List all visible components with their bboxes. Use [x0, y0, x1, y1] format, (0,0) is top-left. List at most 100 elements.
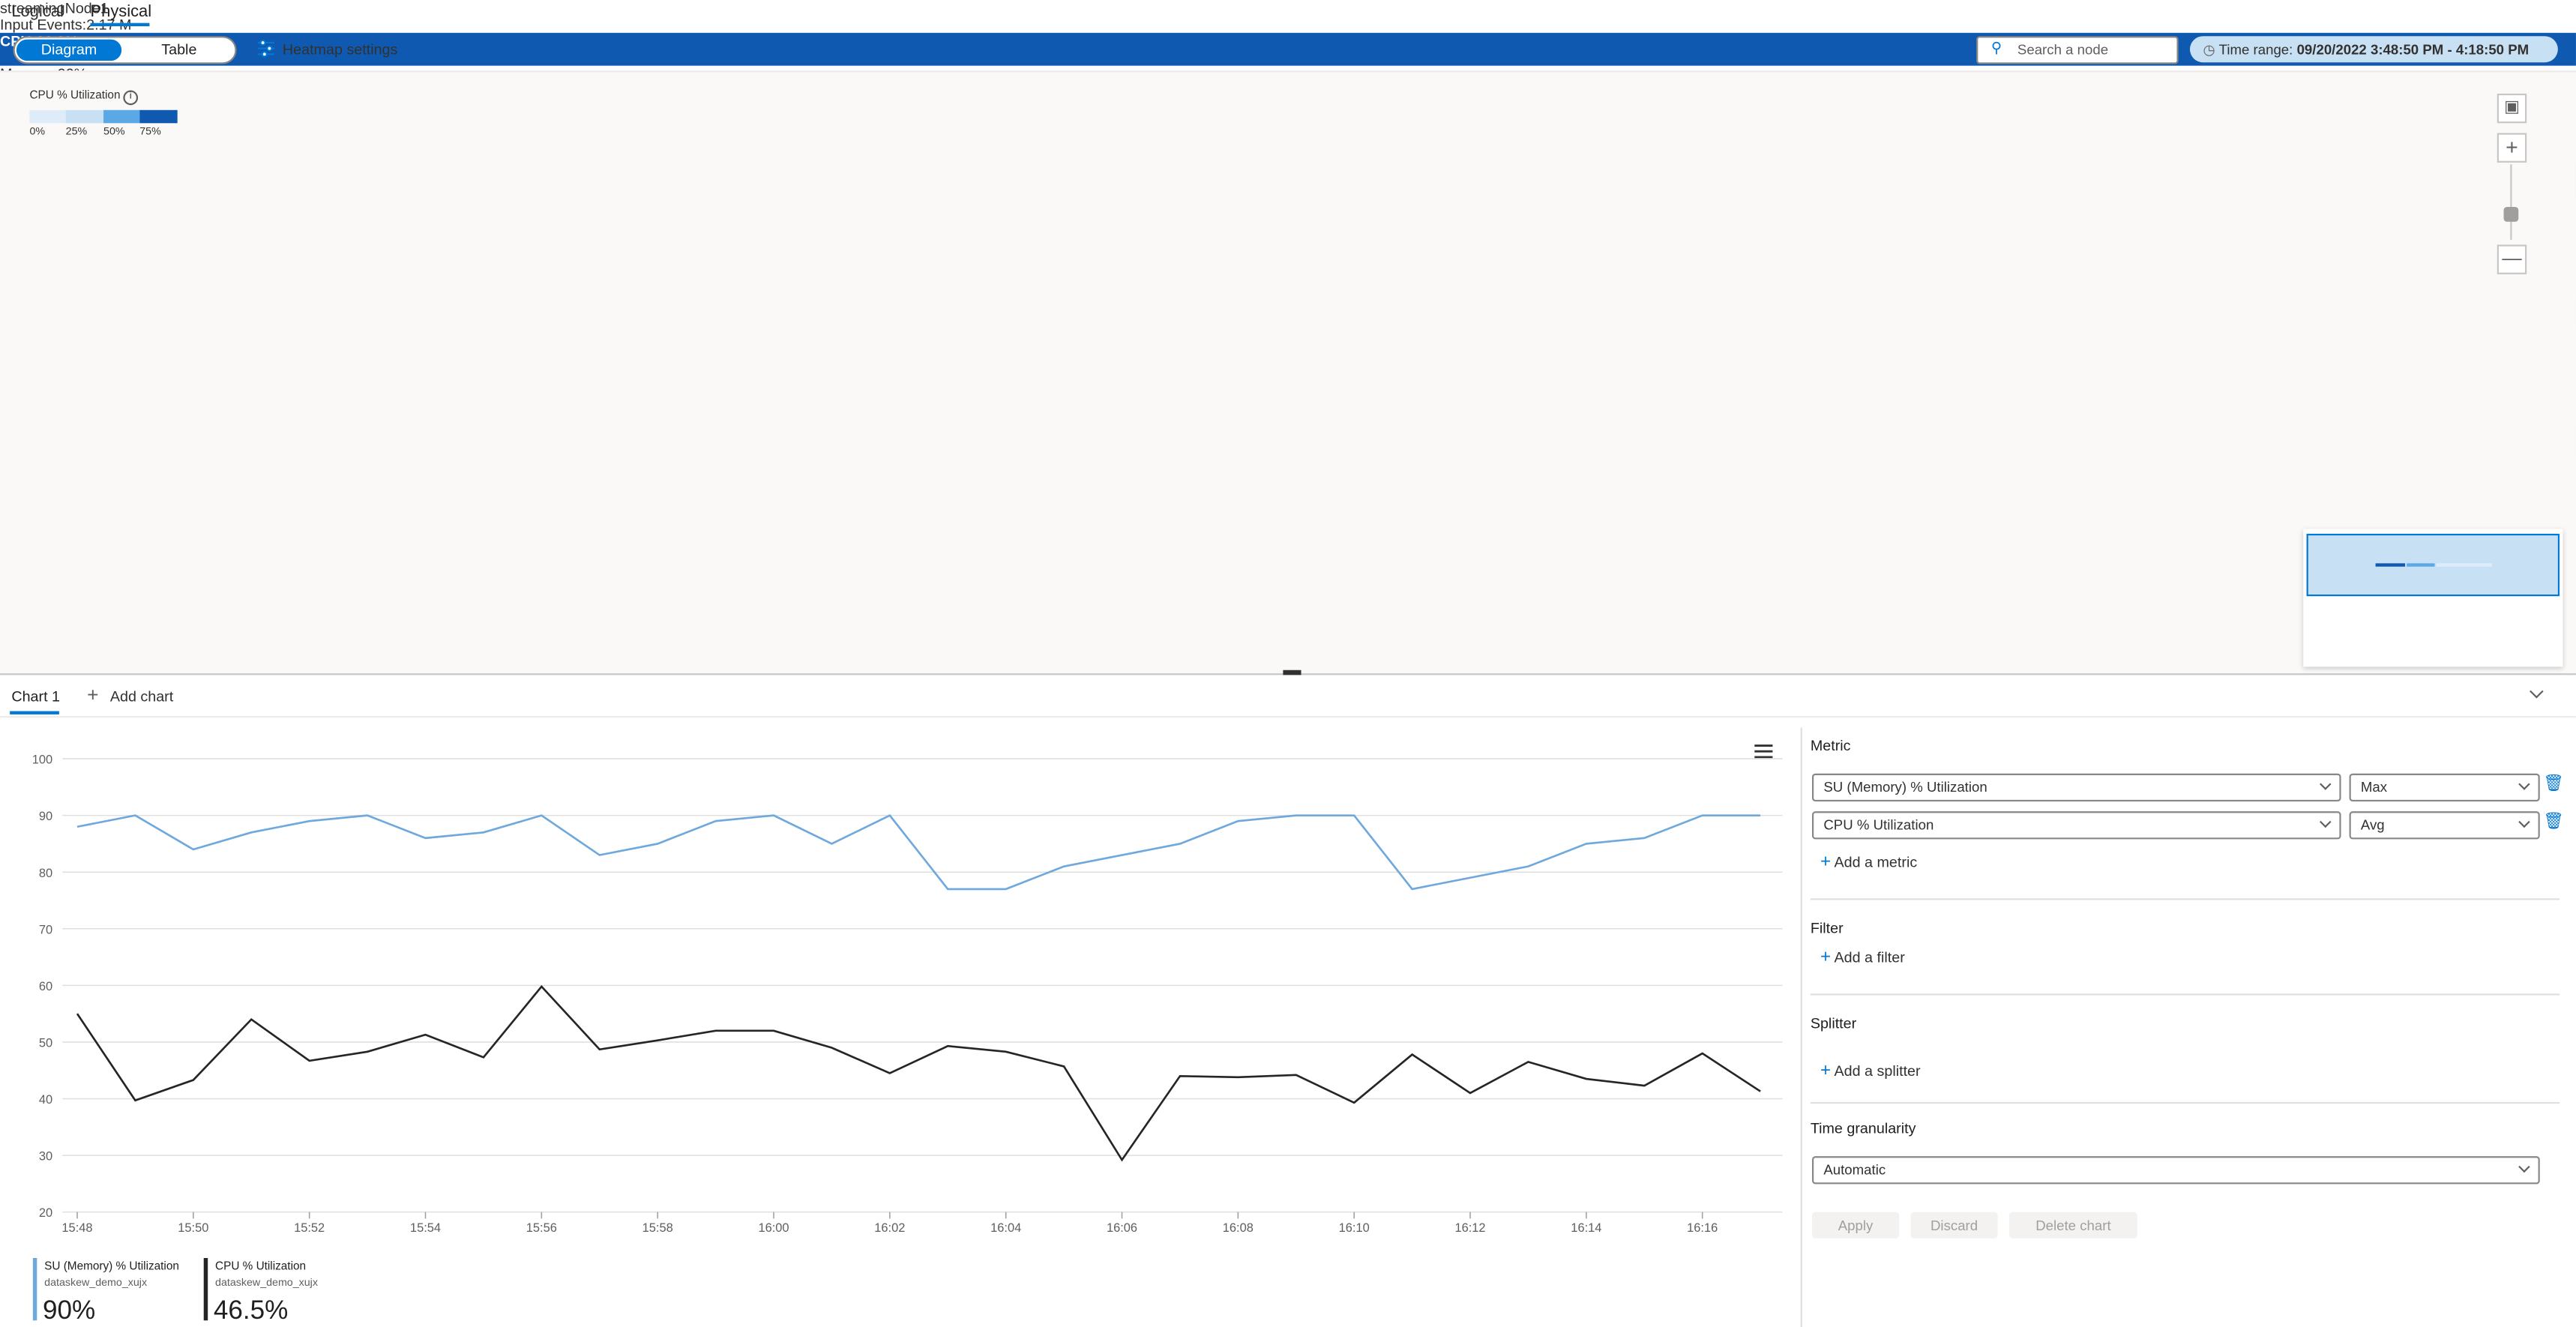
- aggregation-dropdown[interactable]: Max: [2349, 773, 2540, 802]
- minimap[interactable]: [2303, 529, 2563, 667]
- link-text: Add a filter: [1834, 949, 1905, 966]
- toggle-option[interactable]: Diagram: [16, 39, 122, 61]
- collapse-chevron[interactable]: [2530, 684, 2544, 699]
- link-text: Add a metric: [1834, 854, 1918, 871]
- apply-button[interactable]: Apply: [1812, 1212, 1900, 1239]
- divider: [1810, 898, 2560, 900]
- delete-chart-button[interactable]: Delete chart: [2008, 1212, 2137, 1239]
- add-chart[interactable]: Add chart: [109, 687, 174, 705]
- minimap-node: [2407, 563, 2435, 567]
- splitter-handle[interactable]: [1283, 669, 1301, 675]
- tab-underline: [10, 711, 59, 714]
- time-range[interactable]: ◷ Time range: 09/20/2022 3:48:50 PM - 4:…: [2190, 36, 2558, 63]
- add-splitter[interactable]: + Add a splitter: [1820, 1061, 1921, 1081]
- legend-label: 50%: [103, 126, 125, 139]
- zoom-out[interactable]: —: [2497, 244, 2527, 274]
- settings-icon: [258, 39, 274, 58]
- legend-swatch: [65, 109, 104, 124]
- legend-swatch: [139, 109, 178, 124]
- legend-label: 0%: [29, 126, 46, 139]
- minimap-node: [2436, 563, 2493, 567]
- y-tick-label: 70: [39, 923, 52, 936]
- legend-label: 25%: [65, 126, 88, 139]
- legend-swatch: [203, 1257, 208, 1321]
- add-metric[interactable]: + Add a metric: [1820, 852, 1918, 873]
- legend-name: CPU % Utilization: [215, 1260, 306, 1272]
- clock-icon: ◷: [2203, 40, 2215, 58]
- section-title: Splitter: [1810, 1014, 1857, 1032]
- fit-button[interactable]: ▣: [2497, 93, 2527, 124]
- time-range-value: 09/20/2022 3:48:50 PM - 4:18:50 PM: [2296, 40, 2530, 58]
- x-tick-label: 15:58: [643, 1221, 673, 1235]
- search-placeholder: Search a node: [2017, 40, 2109, 58]
- discard-button[interactable]: Discard: [1910, 1212, 1998, 1239]
- tab[interactable]: Logical: [11, 3, 64, 22]
- metric-dropdown[interactable]: SU (Memory) % Utilization: [1812, 773, 2341, 802]
- x-tick-label: 16:04: [990, 1221, 1021, 1235]
- x-tick-label: 16:08: [1223, 1221, 1254, 1235]
- granularity-dropdown[interactable]: Automatic: [1812, 1156, 2540, 1185]
- x-tick-label: 16:06: [1107, 1221, 1137, 1235]
- minimap-node: [2375, 563, 2406, 567]
- dropdown-text: Avg: [2360, 816, 2385, 833]
- tab[interactable]: Physical: [90, 3, 152, 22]
- section-title: Metric: [1810, 737, 1851, 754]
- y-tick-label: 30: [39, 1150, 52, 1164]
- legend-resource: dataskew_demo_xujx: [44, 1277, 147, 1289]
- legend-summary: 46.5%: [214, 1296, 288, 1325]
- section-title: Time granularity: [1810, 1119, 1916, 1137]
- x-tick-label: 15:50: [178, 1221, 208, 1235]
- node-name: streamingNode1: [0, 0, 109, 16]
- x-tick-label: 15:48: [61, 1221, 92, 1235]
- section-title: Filter: [1810, 919, 1844, 936]
- x-tick-label: 15:54: [410, 1221, 441, 1235]
- legend-swatch: [32, 1257, 37, 1321]
- legend-label: 75%: [139, 126, 161, 139]
- x-tick-label: 16:12: [1454, 1221, 1485, 1235]
- tab-underline: [90, 22, 150, 27]
- dropdown-text: SU (Memory) % Utilization: [1823, 778, 1987, 795]
- x-tick-label: 16:02: [874, 1221, 905, 1235]
- metric-dropdown[interactable]: CPU % Utilization: [1812, 811, 2341, 840]
- x-tick-label: 16:00: [758, 1221, 789, 1235]
- toggle-option[interactable]: Table: [161, 40, 197, 58]
- legend-title: CPU % Utilization: [29, 90, 121, 102]
- zoom-track: [2510, 164, 2512, 240]
- series-line: [76, 984, 1761, 1162]
- legend-summary: 90%: [43, 1296, 95, 1325]
- legend-resource: dataskew_demo_xujx: [215, 1277, 318, 1289]
- heatmap-settings[interactable]: Heatmap settings: [282, 40, 398, 58]
- search-box[interactable]: ⚲ Search a node: [1976, 36, 2179, 64]
- delete-icon[interactable]: 🗑: [2543, 813, 2564, 831]
- y-tick-label: 50: [39, 1037, 52, 1050]
- y-tick-label: 90: [39, 810, 52, 823]
- aggregation-dropdown[interactable]: Avg: [2349, 811, 2540, 840]
- y-tick-label: 20: [39, 1206, 52, 1220]
- x-tick-label: 16:10: [1339, 1221, 1370, 1235]
- delete-icon[interactable]: 🗑: [2543, 774, 2564, 794]
- legend-swatch: [29, 109, 66, 124]
- divider: [1810, 1101, 2560, 1104]
- divider: [1810, 993, 2560, 996]
- y-tick-label: 40: [39, 1093, 52, 1107]
- panel-divider: [1800, 727, 1802, 1327]
- dropdown-text: Max: [2360, 778, 2388, 795]
- add-filter[interactable]: + Add a filter: [1820, 947, 1905, 968]
- chart-menu[interactable]: [1754, 744, 1773, 759]
- y-tick-label: 80: [39, 867, 52, 880]
- info-icon[interactable]: i: [123, 90, 139, 106]
- chart-tab[interactable]: Chart 1: [11, 687, 61, 705]
- legend-swatch: [103, 109, 140, 124]
- x-tick-label: 15:56: [526, 1221, 557, 1235]
- divider: [0, 716, 2576, 718]
- zoom-thumb[interactable]: [2503, 207, 2519, 222]
- link-text: Add a splitter: [1834, 1062, 1921, 1080]
- metric-row: Input Events:2.17 M: [0, 16, 2576, 33]
- series-line: [76, 813, 1761, 891]
- zoom-in[interactable]: +: [2497, 133, 2527, 163]
- dropdown-text: CPU % Utilization: [1823, 816, 1934, 833]
- plus-icon: +: [87, 683, 99, 706]
- x-tick-label: 15:52: [294, 1221, 325, 1235]
- search-icon: ⚲: [1990, 39, 2002, 56]
